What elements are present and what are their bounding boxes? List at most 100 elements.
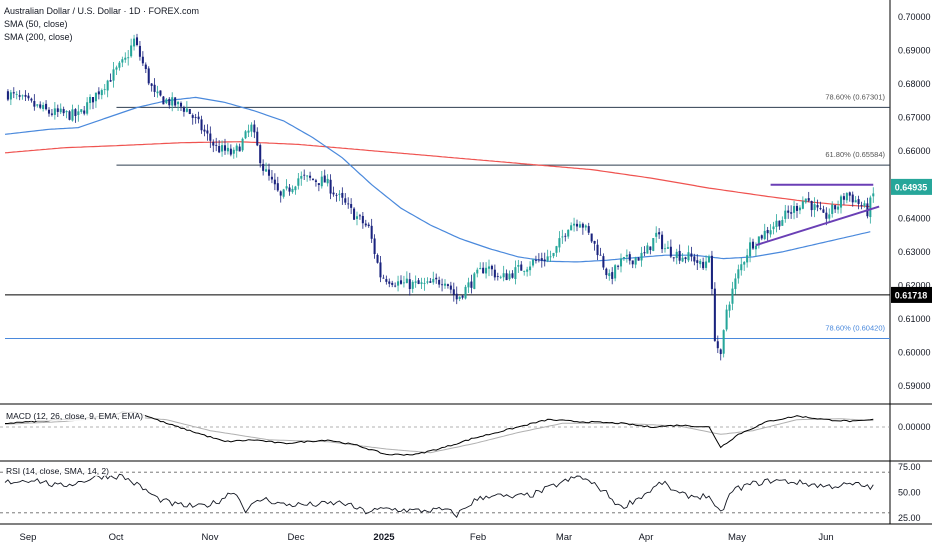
candle-body xyxy=(807,198,810,201)
candle-body xyxy=(795,205,799,211)
candle-body xyxy=(605,268,608,276)
candle-body xyxy=(619,258,623,267)
candle-body xyxy=(490,265,493,270)
candle-body xyxy=(115,67,118,70)
rsi-legend[interactable]: RSI (14, close, SMA, 14, 2) xyxy=(4,466,111,476)
candle-body xyxy=(133,38,136,47)
candle-body xyxy=(6,91,9,100)
candle-body xyxy=(502,273,505,278)
candle-body xyxy=(578,224,581,228)
candle-body xyxy=(77,111,80,115)
candle-body xyxy=(130,45,133,57)
candle-body xyxy=(825,212,828,219)
candle-body xyxy=(282,189,285,197)
candle-body xyxy=(649,246,652,251)
candle-body xyxy=(631,260,634,265)
candle-body xyxy=(317,183,320,186)
candle-body xyxy=(276,183,279,191)
candle-body xyxy=(153,84,156,92)
candle-body xyxy=(869,197,872,218)
candle-body xyxy=(200,119,203,131)
sma200-legend[interactable]: SMA (200, close) xyxy=(4,32,73,42)
candle-body xyxy=(297,178,300,186)
candle-body xyxy=(438,279,441,285)
candle-body xyxy=(144,64,147,70)
candle-body xyxy=(658,232,661,235)
candle-body xyxy=(567,229,570,237)
candle-body xyxy=(267,169,271,176)
candle-body xyxy=(505,273,508,281)
candle-body xyxy=(810,201,813,211)
rsi-line xyxy=(4,473,874,518)
candle-body xyxy=(177,101,180,105)
candle-body xyxy=(446,284,449,286)
level-label: 78.60% (0.67301) xyxy=(825,92,885,101)
candle-body xyxy=(467,282,470,288)
triangle-drawing[interactable] xyxy=(755,183,880,247)
candle-body xyxy=(397,281,400,286)
time-tick-label: May xyxy=(728,532,746,543)
price-tick-label: 0.70000 xyxy=(898,12,931,22)
candle-body xyxy=(705,261,708,268)
candle-body xyxy=(36,104,39,106)
candle-body xyxy=(851,194,854,203)
candle-body xyxy=(194,117,197,118)
macd-legend[interactable]: MACD (12, 26, close, 9, EMA, EMA) xyxy=(4,411,145,421)
candle-body xyxy=(18,95,21,97)
candle-body xyxy=(9,92,12,100)
current-price-badge xyxy=(891,178,932,195)
candle-body xyxy=(127,57,130,59)
candle-body xyxy=(702,261,705,269)
candle-body xyxy=(520,264,523,271)
candle-body xyxy=(693,256,696,262)
candle-body xyxy=(68,111,71,120)
candle-body xyxy=(801,201,804,209)
symbol-title[interactable]: Australian Dollar / U.S. Dollar · 1D · F… xyxy=(4,6,200,16)
candle-body xyxy=(831,204,834,214)
candle-body xyxy=(53,108,56,115)
time-axis[interactable]: Sep Oct Nov Dec 2025 Feb Mar Apr May Jun xyxy=(20,532,834,543)
candle-body xyxy=(681,257,684,262)
candle-body xyxy=(611,272,614,279)
candle-body xyxy=(564,235,567,237)
candle-body xyxy=(71,109,74,121)
sma50-legend[interactable]: SMA (50, close) xyxy=(4,19,68,29)
candle-body xyxy=(479,268,482,270)
candle-body xyxy=(493,269,496,278)
candle-body xyxy=(435,277,438,280)
candle-body xyxy=(596,244,599,256)
candle-body xyxy=(543,259,546,262)
candle-body xyxy=(256,131,259,146)
candle-body xyxy=(385,279,388,282)
macd-tick-label: 0.00000 xyxy=(898,422,931,432)
candle-body xyxy=(285,186,288,189)
candle-body xyxy=(373,238,376,255)
candle-body xyxy=(174,97,177,106)
candle-body xyxy=(97,91,100,95)
candle-body xyxy=(537,259,540,261)
candle-body xyxy=(150,83,153,86)
candle-body xyxy=(775,220,778,227)
candlesticks xyxy=(6,33,875,361)
candle-body xyxy=(423,283,426,284)
price-axis[interactable]: 0.700000.690000.680000.670000.660000.650… xyxy=(891,12,932,523)
candle-body xyxy=(432,278,435,283)
price-tick-label: 0.60000 xyxy=(898,348,931,358)
candle-body xyxy=(179,102,183,107)
candle-body xyxy=(270,176,273,180)
candle-body xyxy=(848,192,851,196)
candle-body xyxy=(602,256,605,268)
candle-body xyxy=(646,245,649,254)
candle-body xyxy=(452,289,455,295)
candle-body xyxy=(391,282,394,285)
rsi-pane xyxy=(0,471,890,518)
candle-body xyxy=(628,254,631,261)
candle-body xyxy=(118,62,121,68)
candle-body xyxy=(713,288,716,341)
candle-body xyxy=(661,234,664,250)
level-badge xyxy=(891,286,932,303)
candle-body xyxy=(379,262,382,278)
time-tick-label: Sep xyxy=(20,532,37,543)
candle-body xyxy=(344,198,347,203)
